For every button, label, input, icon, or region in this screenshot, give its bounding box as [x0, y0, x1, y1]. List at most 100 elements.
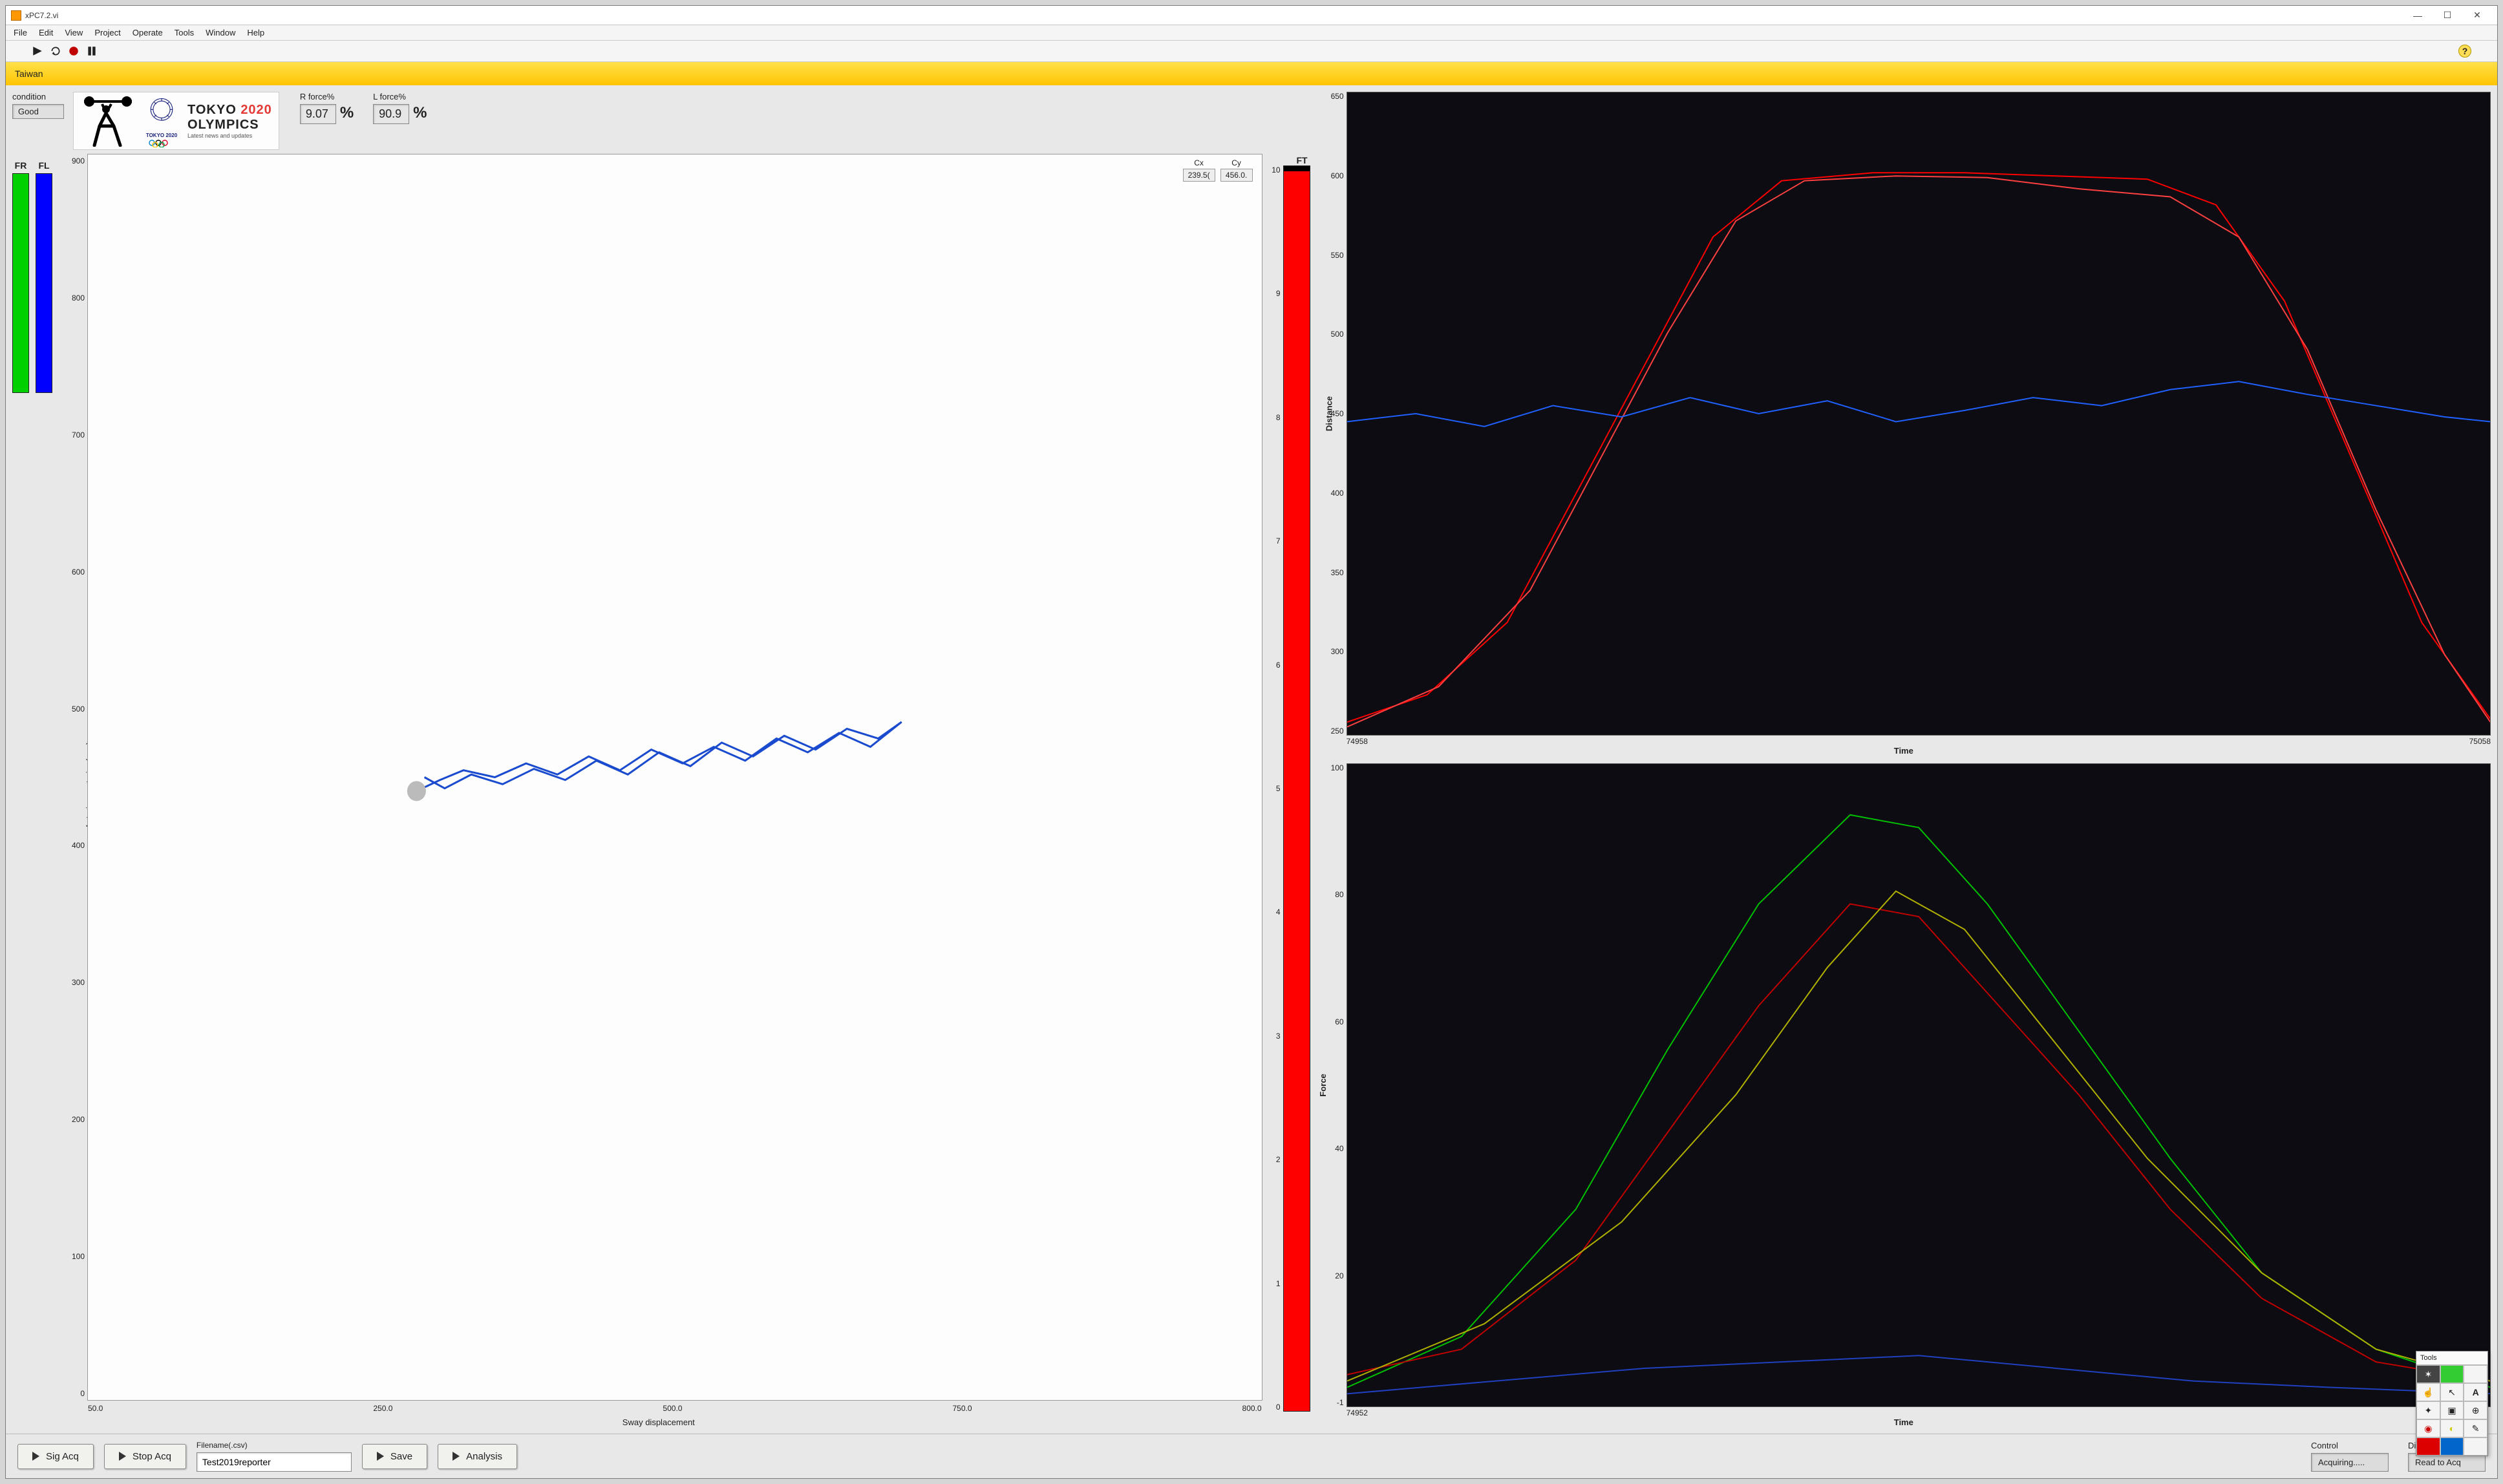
distance-y-label: Distance: [1324, 396, 1334, 431]
tokyo-small: TOKYO 2020: [146, 132, 177, 138]
analysis-label: Analysis: [466, 1451, 502, 1462]
save-button[interactable]: Save: [362, 1444, 427, 1469]
fr-label: FR: [15, 160, 27, 171]
ft-ticks: 10 9 8 7 6 5 4 3 2 1 0: [1265, 165, 1283, 1412]
sway-ytick: 400: [55, 841, 85, 850]
stop-acq-button[interactable]: Stop Acq: [104, 1444, 186, 1469]
tool-color-icon[interactable]: ✎: [2464, 1419, 2487, 1437]
sway-y-axis: Anterior-posterior (mm) 900 800 700 600 …: [55, 154, 87, 1416]
l-force-unit: %: [413, 104, 427, 122]
force-y-label: Force: [1318, 1074, 1328, 1096]
ft-bar: [1283, 165, 1310, 1412]
menu-operate[interactable]: Operate: [133, 28, 163, 37]
control-label: Control: [2311, 1441, 2389, 1450]
run-icon[interactable]: [32, 45, 43, 57]
sway-x-axis: 50.0 250.0 500.0 750.0 800.0: [88, 1404, 1262, 1413]
abort-icon[interactable]: [68, 45, 80, 57]
condition-box: condition Good: [12, 92, 64, 119]
header-row: condition Good: [12, 92, 1310, 150]
distance-ytick: 300: [1317, 647, 1344, 656]
tokyo-year: 2020: [240, 103, 272, 117]
l-force-value: 90.9: [373, 104, 409, 124]
play-icon: [32, 1452, 39, 1461]
tool-auto-icon[interactable]: ✶: [2416, 1365, 2440, 1383]
distance-ytick: 400: [1317, 489, 1344, 498]
tool-text-icon[interactable]: A: [2464, 1383, 2487, 1401]
weightlifter-icon: [80, 95, 136, 147]
tokyo-sub: Latest news and updates: [187, 132, 272, 139]
distance-chart: Distance 650 600 550 500 450 400 350 300…: [1317, 92, 2491, 756]
distance-xtick: 74958: [1347, 737, 1368, 746]
menu-help[interactable]: Help: [247, 28, 264, 37]
stop-acq-label: Stop Acq: [133, 1451, 171, 1462]
ft-cap: [1284, 166, 1310, 171]
minimize-button[interactable]: —: [2403, 6, 2433, 25]
tool-blank[interactable]: [2464, 1365, 2487, 1383]
menu-project[interactable]: Project: [94, 28, 120, 37]
help-icon[interactable]: ?: [2458, 45, 2471, 58]
distance-ytick: 350: [1317, 568, 1344, 577]
tool-position-icon[interactable]: ↖: [2440, 1383, 2464, 1401]
condition-value: Good: [12, 104, 64, 119]
tool-color-copy-icon[interactable]: ◐: [2440, 1419, 2464, 1437]
ft-tick: 8: [1265, 413, 1281, 422]
filename-input[interactable]: [197, 1452, 352, 1472]
tool-object-icon[interactable]: ▣: [2440, 1401, 2464, 1419]
tool-led-icon[interactable]: [2440, 1365, 2464, 1383]
tool-blank2[interactable]: [2464, 1437, 2487, 1456]
sig-acq-button[interactable]: Sig Acq: [17, 1444, 94, 1469]
ft-tick: 5: [1265, 784, 1281, 793]
tools-palette[interactable]: Tools ✶ ☝ ↖ A ✦ ▣ ⊕ ◉ ◐ ✎: [2416, 1351, 2488, 1456]
filename-block: Filename(.csv): [197, 1441, 352, 1472]
sway-ytick: 300: [55, 978, 85, 987]
menu-file[interactable]: File: [14, 28, 27, 37]
maximize-button[interactable]: ☐: [2433, 6, 2462, 25]
ft-tick: 2: [1265, 1155, 1281, 1164]
ft-tick: 4: [1265, 907, 1281, 917]
control-status: Control Acquiring.....: [2311, 1441, 2389, 1472]
ft-col: FT 10 9 8 7 6 5 4 3 2 1: [1265, 154, 1310, 1427]
tool-operate-icon[interactable]: ☝: [2416, 1383, 2440, 1401]
tool-fg-color[interactable]: [2416, 1437, 2440, 1456]
ft-tick: 9: [1265, 289, 1281, 298]
left-panel: condition Good: [12, 92, 1310, 1427]
menu-tools[interactable]: Tools: [175, 28, 194, 37]
menubar: File Edit View Project Operate Tools Win…: [6, 25, 2497, 41]
sig-acq-label: Sig Acq: [46, 1451, 79, 1462]
sway-chart: Anterior-posterior (mm) 900 800 700 600 …: [55, 154, 1262, 1427]
country-band: Taiwan: [6, 62, 2497, 85]
sway-xtick: 750.0: [952, 1404, 972, 1413]
distance-ytick: 600: [1317, 171, 1344, 180]
force-x-label: Time: [1317, 1417, 2491, 1427]
l-force-block: L force% 90.9 %: [373, 92, 427, 124]
distance-ytick: 650: [1317, 92, 1344, 101]
close-button[interactable]: ✕: [2462, 6, 2492, 25]
tool-breakpoint-icon[interactable]: ◉: [2416, 1419, 2440, 1437]
menu-view[interactable]: View: [65, 28, 83, 37]
ft-tick: 0: [1265, 1403, 1281, 1412]
force-chart: Force 100 80 60 40 20 -1 74952: [1317, 763, 2491, 1427]
run-continuous-icon[interactable]: [50, 45, 61, 57]
filename-label: Filename(.csv): [197, 1441, 352, 1450]
menu-window[interactable]: Window: [206, 28, 235, 37]
vbar-group: FR FL: [12, 154, 52, 1427]
pause-icon[interactable]: [86, 45, 98, 57]
analysis-button[interactable]: Analysis: [438, 1444, 517, 1469]
chart-row: FR FL Anterior-posterior (mm) 900 8: [12, 154, 1310, 1427]
force-x-axis: 74952: [1347, 1407, 2491, 1417]
ft-label: FT: [1296, 155, 1307, 165]
ft-tick: 7: [1265, 536, 1281, 546]
sway-ytick: 100: [55, 1252, 85, 1261]
force-ytick: 60: [1317, 1017, 1344, 1026]
distance-plot: [1347, 92, 2491, 736]
fl-label: FL: [38, 160, 49, 171]
tool-probe-icon[interactable]: ⊕: [2464, 1401, 2487, 1419]
ft-tick: 1: [1265, 1279, 1281, 1288]
ft-tick: 10: [1265, 165, 1281, 175]
menu-edit[interactable]: Edit: [39, 28, 53, 37]
tool-wire-icon[interactable]: ✦: [2416, 1401, 2440, 1419]
logo-block: TOKYO 2020 TOKYO 2020: [73, 92, 279, 150]
tool-bg-color[interactable]: [2440, 1437, 2464, 1456]
play-icon: [119, 1452, 126, 1461]
tokyo-text: TOKYO 2020 OLYMPICS Latest news and upda…: [187, 103, 272, 139]
